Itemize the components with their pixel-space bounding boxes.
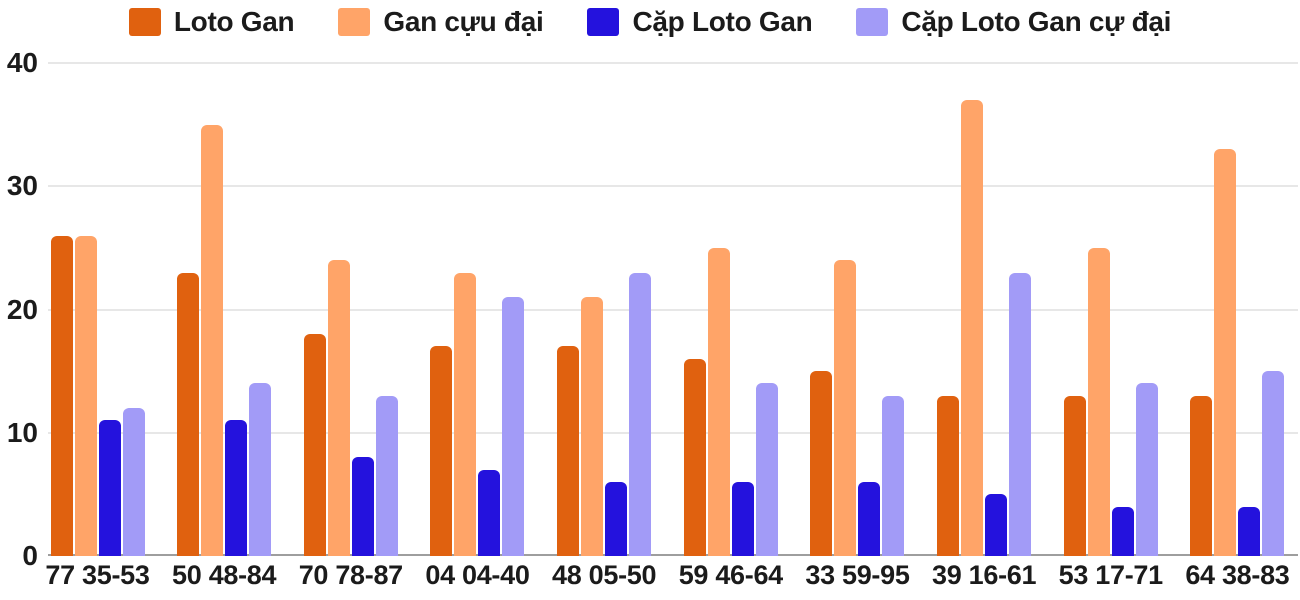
bar-gan-cuu-ai-50-48-84[interactable]	[201, 125, 224, 556]
x-tick-label-70-78-87: 70 78-87	[298, 560, 404, 590]
bar-group-53-17-71	[1063, 248, 1158, 556]
x-tick-label-59-46-64: 59 46-64	[678, 560, 784, 590]
bar-gan-cuu-ai-39-16-61[interactable]	[961, 100, 984, 556]
bar-cap-loto-gan-59-46-64[interactable]	[731, 482, 754, 556]
gridline-y-10	[48, 431, 1298, 434]
y-tick-label-40: 40	[6, 47, 38, 78]
bar-cap-loto-gan-cu-ai-48-05-50[interactable]	[629, 273, 652, 556]
gridline-y-30	[48, 185, 1298, 188]
plot-area	[48, 62, 1298, 556]
bar-cap-loto-gan-cu-ai-50-48-84[interactable]	[249, 383, 272, 556]
legend-label: Loto Gan	[173, 6, 295, 37]
bar-loto-gan-70-78-87[interactable]	[303, 334, 326, 556]
bar-loto-gan-33-59-95[interactable]	[810, 371, 833, 556]
bar-loto-gan-39-16-61[interactable]	[937, 396, 960, 556]
bar-cap-loto-gan-39-16-61[interactable]	[985, 494, 1008, 556]
chart-legend: Loto Gan Gan cựu đại Cặp Loto Gan Cặp Loto …	[0, 6, 1300, 38]
bar-loto-gan-50-48-84[interactable]	[177, 273, 200, 556]
y-tick-label-0: 0	[22, 540, 38, 571]
y-axis-labels: 0 10 20 30 40	[0, 49, 40, 570]
bar-cap-loto-gan-70-78-87[interactable]	[351, 457, 374, 556]
legend-swatch-loto-gan	[128, 8, 161, 36]
legend-label: Gan cựu đại	[383, 6, 544, 37]
legend-swatch-cap-loto-gan	[587, 8, 620, 36]
bar-loto-gan-53-17-71[interactable]	[1063, 396, 1086, 556]
gridline-y-20	[48, 308, 1298, 311]
x-tick-label-04-04-40: 04 04-40	[425, 560, 530, 590]
legend-label: Cặp Loto Gan	[632, 6, 813, 37]
bar-cap-loto-gan-33-59-95[interactable]	[858, 482, 881, 556]
gridline-y-40	[48, 62, 1298, 64]
bar-group-77-35-53	[50, 236, 145, 556]
bar-cap-loto-gan-cu-ai-77-35-53[interactable]	[122, 408, 145, 556]
bar-group-64-38-83	[1190, 149, 1285, 556]
bar-gan-cuu-ai-04-04-40[interactable]	[454, 273, 477, 556]
legend-swatch-cap-loto-gan-cu-ai	[856, 8, 889, 36]
y-tick-label-10: 10	[6, 416, 38, 448]
bar-cap-loto-gan-cu-ai-59-46-64[interactable]	[755, 383, 778, 556]
bar-cap-loto-gan-cu-ai-39-16-61[interactable]	[1009, 273, 1032, 556]
bar-cap-loto-gan-cu-ai-53-17-71[interactable]	[1135, 383, 1158, 556]
bar-cap-loto-gan-48-05-50[interactable]	[605, 482, 628, 556]
bar-gan-cuu-ai-48-05-50[interactable]	[581, 297, 604, 556]
x-tick-label-48-05-50: 48 05-50	[552, 560, 657, 590]
x-tick-label-64-38-83: 64 38-83	[1185, 560, 1290, 590]
bar-group-33-59-95	[810, 260, 905, 556]
bar-cap-loto-gan-cu-ai-33-59-95[interactable]	[882, 396, 905, 556]
bar-gan-cuu-ai-77-35-53[interactable]	[74, 236, 97, 556]
bar-cap-loto-gan-53-17-71[interactable]	[1111, 507, 1134, 556]
legend-item-cap-loto-gan[interactable]: Cặp Loto Gan	[587, 6, 813, 38]
bar-cap-loto-gan-cu-ai-70-78-87[interactable]	[375, 396, 398, 556]
bar-loto-gan-77-35-53[interactable]	[50, 236, 73, 556]
bar-group-04-04-40	[430, 273, 525, 556]
bar-group-70-78-87	[303, 260, 398, 556]
bar-cap-loto-gan-77-35-53[interactable]	[98, 420, 121, 556]
x-tick-label-53-17-71: 53 17-71	[1058, 560, 1164, 590]
legend-item-gan-cuu-ai[interactable]: Gan cựu đại	[338, 6, 544, 38]
x-axis-line	[48, 554, 1298, 556]
legend-item-loto-gan[interactable]: Loto Gan	[128, 6, 295, 38]
bar-group-48-05-50	[557, 273, 652, 556]
bar-cap-loto-gan-cu-ai-64-38-83[interactable]	[1262, 371, 1285, 556]
bar-gan-cuu-ai-59-46-64[interactable]	[707, 248, 730, 556]
legend-swatch-gan-cuu-ai	[338, 8, 371, 36]
bar-group-39-16-61	[937, 100, 1032, 556]
bar-cap-loto-gan-cu-ai-04-04-40[interactable]	[502, 297, 525, 556]
y-tick-label-30: 30	[6, 170, 38, 202]
bar-group-59-46-64	[683, 248, 778, 556]
bar-cap-loto-gan-64-38-83[interactable]	[1238, 507, 1261, 556]
x-tick-label-39-16-61: 39 16-61	[932, 560, 1037, 590]
bar-gan-cuu-ai-64-38-83[interactable]	[1214, 149, 1237, 556]
bar-cap-loto-gan-50-48-84[interactable]	[225, 420, 248, 556]
bar-gan-cuu-ai-33-59-95[interactable]	[834, 260, 857, 556]
x-axis-labels: 77 35-53 50 48-84 70 78-87 04 04-40 48 05-50…	[45, 560, 1300, 596]
x-tick-label-33-59-95: 33 59-95	[805, 560, 910, 590]
x-tick-label-77-35-53: 77 35-53	[45, 560, 150, 590]
legend-label: Cặp Loto Gan cự đại	[901, 6, 1172, 37]
bar-cap-loto-gan-04-04-40[interactable]	[478, 470, 501, 556]
bar-loto-gan-48-05-50[interactable]	[557, 346, 580, 556]
bar-loto-gan-04-04-40[interactable]	[430, 346, 453, 556]
y-tick-label-20: 20	[6, 293, 38, 325]
bar-gan-cuu-ai-70-78-87[interactable]	[327, 260, 350, 556]
bar-group-50-48-84	[177, 125, 272, 556]
x-tick-label-50-48-84: 50 48-84	[172, 560, 277, 590]
bar-loto-gan-59-46-64[interactable]	[683, 359, 706, 556]
bar-gan-cuu-ai-53-17-71[interactable]	[1087, 248, 1110, 556]
legend-item-cap-loto-gan-cu-ai[interactable]: Cặp Loto Gan cự đại	[856, 6, 1171, 38]
bar-loto-gan-64-38-83[interactable]	[1190, 396, 1213, 556]
